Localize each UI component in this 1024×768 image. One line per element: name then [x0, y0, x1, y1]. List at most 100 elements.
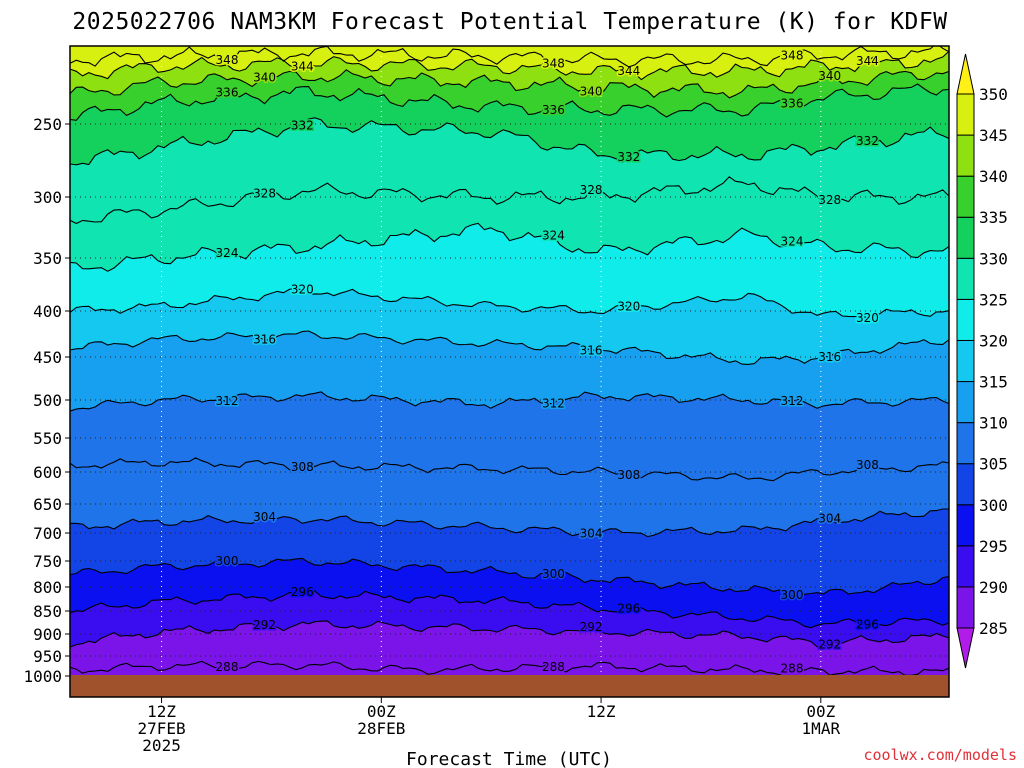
- colorbar-label: 330: [979, 249, 1008, 268]
- contour-label: 296: [291, 585, 314, 599]
- colorbar-box: [956, 586, 975, 629]
- contour-label: 344: [617, 64, 640, 78]
- y-tick-label: 600: [33, 463, 62, 482]
- plot-area: 288 288 288 292 292 292 296 296 296 300 300 300 304 3…: [70, 46, 949, 697]
- colorbar-label: 350: [979, 85, 1008, 104]
- contour-300: [70, 557, 949, 599]
- x-tick-label: 00Z: [806, 702, 835, 721]
- colorbar-label: 290: [979, 578, 1008, 597]
- contour-label: 320: [291, 283, 314, 297]
- contour-label: 324: [216, 246, 239, 260]
- contour-label: 288: [216, 660, 239, 674]
- ground-surface: [70, 675, 949, 697]
- plot-frame: [69, 45, 950, 698]
- contour-label: 304: [818, 511, 841, 525]
- colorbar-box: [956, 134, 975, 177]
- x-tick-label: 1MAR: [802, 719, 841, 738]
- contour-label: 344: [291, 60, 314, 74]
- x-tick-label: 12Z: [587, 702, 616, 721]
- theta-band-320: [70, 223, 949, 318]
- colorbar-label: 340: [979, 167, 1008, 186]
- theta-band-348: [70, 46, 949, 67]
- contour-332: [70, 117, 949, 166]
- contour-label: 296: [617, 601, 640, 615]
- contour-label: 292: [580, 620, 603, 634]
- colorbar-box: [956, 339, 975, 383]
- contour-344: [70, 50, 949, 81]
- colorbar-label: 320: [979, 331, 1008, 350]
- contour-label: 312: [542, 397, 565, 411]
- x-tick-label: 28FEB: [357, 719, 405, 738]
- colorbar-box: [956, 545, 975, 588]
- colorbar-box: [956, 298, 975, 341]
- contour-label: 348: [216, 53, 239, 67]
- contour-label: 344: [856, 54, 879, 68]
- contour-label: 336: [542, 103, 565, 117]
- contour-label: 336: [781, 97, 804, 111]
- colorbar-label: 300: [979, 496, 1008, 515]
- contour-label: 308: [856, 458, 879, 472]
- contour-348: [70, 46, 949, 68]
- contour-label: 340: [580, 84, 603, 98]
- contour-label: 332: [291, 118, 314, 132]
- colorbar-box: [956, 381, 975, 424]
- theta-band-340: [70, 51, 949, 98]
- colorbar-box: [956, 175, 975, 218]
- y-tick-label: 700: [33, 524, 62, 543]
- colorbar-box: [956, 257, 975, 300]
- contour-label: 324: [781, 234, 804, 248]
- colorbar-label: 345: [979, 126, 1008, 145]
- contour-label: 340: [818, 69, 841, 83]
- colorbar-label: 295: [979, 537, 1008, 556]
- colorbar-label: 315: [979, 373, 1008, 392]
- theta-band-300: [70, 509, 949, 598]
- colorbar-label: 285: [979, 619, 1008, 638]
- colorbar-box: [956, 504, 975, 547]
- chart-title: 2025022706 NAM3KM Forecast Potential Tem…: [72, 9, 947, 35]
- contour-label: 312: [216, 394, 239, 408]
- colorbar-label: 310: [979, 414, 1008, 433]
- contour-304: [70, 508, 949, 538]
- colorbar: 285 290 295 300 305 310 315 320 325 330 335 340 345 3…: [956, 53, 1008, 669]
- y-tick-label: 850: [33, 602, 62, 621]
- contour-label: 332: [856, 134, 879, 148]
- colorbar-label: 335: [979, 208, 1008, 227]
- y-tick-label: 650: [33, 495, 62, 514]
- y-tick-label: 1000: [23, 667, 62, 686]
- colorbar-label: 305: [979, 455, 1008, 474]
- y-tick-label: 450: [33, 348, 62, 367]
- contour-label: 308: [617, 468, 640, 482]
- contour-label: 292: [253, 618, 276, 632]
- contour-label: 320: [856, 311, 879, 325]
- contour-label: 288: [542, 660, 565, 674]
- colorbar-label: 325: [979, 290, 1008, 309]
- contour-label: 300: [781, 588, 804, 602]
- contour-label: 316: [580, 344, 603, 358]
- contour-label: 300: [542, 567, 565, 581]
- contour-label: 348: [781, 49, 804, 63]
- contour-label: 312: [781, 394, 804, 408]
- contour-label: 292: [818, 638, 841, 652]
- contour-336: [70, 83, 949, 121]
- x-tick-label: 2025: [142, 736, 181, 755]
- y-tick-label: 300: [33, 188, 62, 207]
- contour-label: 308: [291, 460, 314, 474]
- contour-340: [70, 69, 949, 99]
- x-tick-label: 27FEB: [137, 719, 185, 738]
- contour-label: 296: [856, 618, 879, 632]
- contour-label: 328: [253, 186, 276, 200]
- colorbar-box: [956, 422, 975, 465]
- contour-label: 340: [253, 70, 276, 84]
- colorbar-box: [956, 216, 975, 259]
- theta-band-288: [70, 620, 949, 676]
- contour-label: 348: [542, 56, 565, 70]
- y-tick-label: 250: [33, 115, 62, 134]
- x-tick-label: 00Z: [367, 702, 396, 721]
- contour-label: 304: [253, 510, 276, 524]
- contour-316: [70, 330, 949, 365]
- theta-band-296: [70, 558, 949, 628]
- y-tick-label: 550: [33, 429, 62, 448]
- contour-label: 324: [542, 229, 565, 243]
- y-tick-label: 400: [33, 302, 62, 321]
